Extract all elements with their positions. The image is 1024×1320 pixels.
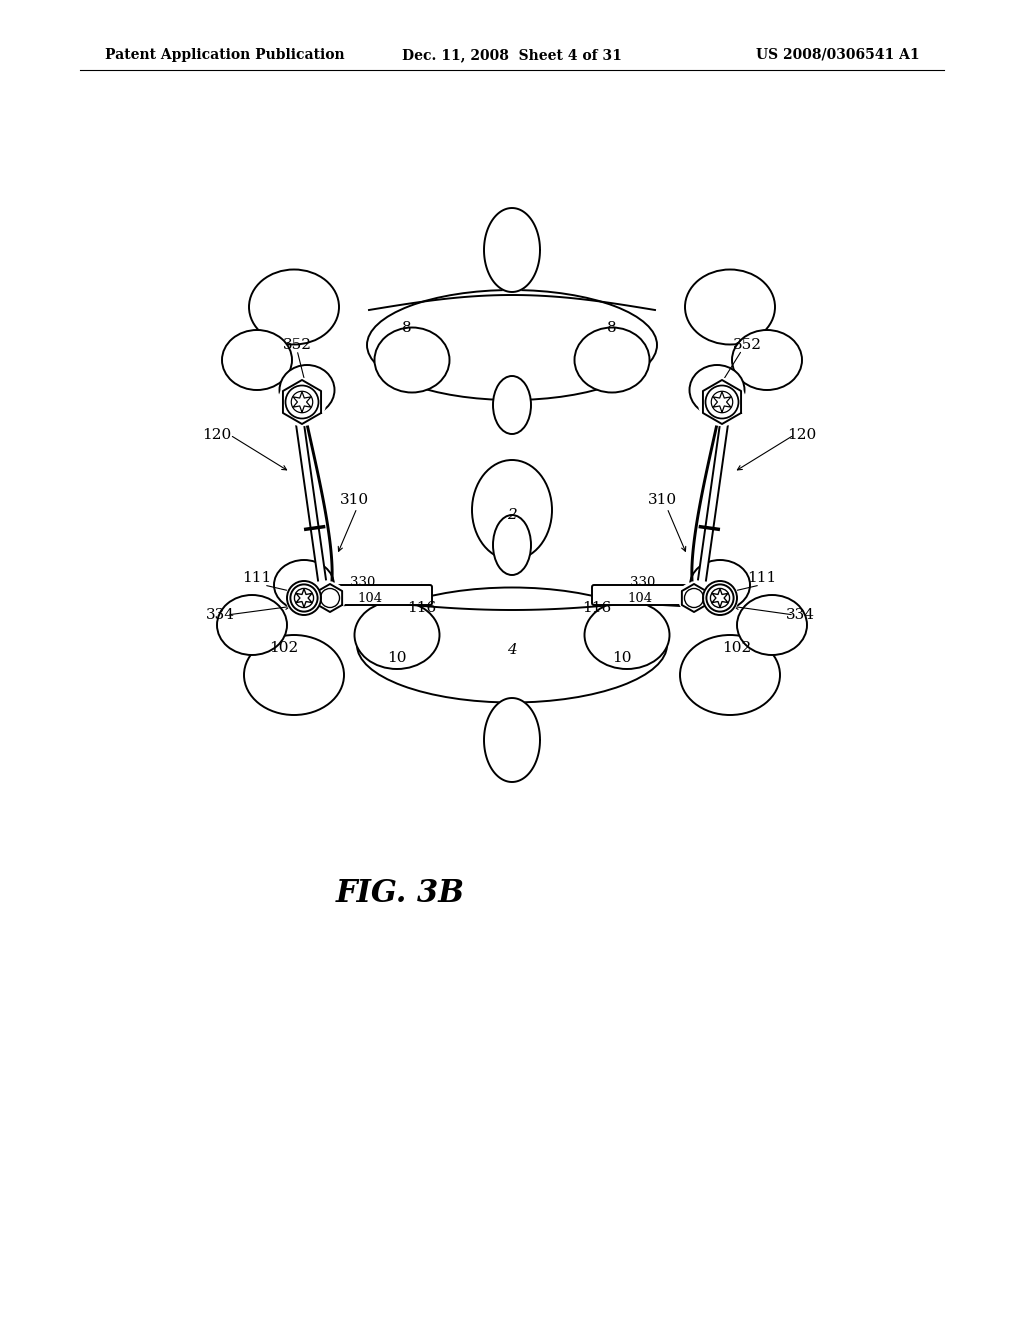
Text: 116: 116 bbox=[583, 601, 611, 615]
Text: 4: 4 bbox=[507, 643, 517, 657]
Ellipse shape bbox=[472, 459, 552, 560]
Polygon shape bbox=[702, 380, 741, 424]
Circle shape bbox=[706, 385, 738, 418]
Ellipse shape bbox=[493, 515, 531, 576]
Polygon shape bbox=[317, 583, 342, 612]
Text: 8: 8 bbox=[607, 321, 616, 335]
Ellipse shape bbox=[217, 595, 287, 655]
Text: Dec. 11, 2008  Sheet 4 of 31: Dec. 11, 2008 Sheet 4 of 31 bbox=[402, 48, 622, 62]
Text: 10: 10 bbox=[387, 651, 407, 665]
Text: 310: 310 bbox=[339, 492, 369, 507]
Ellipse shape bbox=[249, 269, 339, 345]
Text: 330: 330 bbox=[630, 576, 655, 589]
Text: 334: 334 bbox=[206, 609, 234, 622]
Text: 352: 352 bbox=[283, 338, 311, 352]
Text: 8: 8 bbox=[402, 321, 412, 335]
Ellipse shape bbox=[244, 635, 344, 715]
Circle shape bbox=[707, 585, 733, 611]
Circle shape bbox=[291, 585, 317, 611]
Ellipse shape bbox=[280, 366, 335, 414]
Text: 334: 334 bbox=[785, 609, 814, 622]
Ellipse shape bbox=[367, 290, 657, 400]
Ellipse shape bbox=[493, 376, 531, 434]
Text: 10: 10 bbox=[612, 651, 632, 665]
Circle shape bbox=[314, 582, 346, 614]
Ellipse shape bbox=[274, 560, 334, 610]
Text: 120: 120 bbox=[203, 428, 231, 442]
Ellipse shape bbox=[585, 601, 670, 669]
Text: 352: 352 bbox=[732, 338, 762, 352]
Ellipse shape bbox=[375, 327, 450, 392]
Polygon shape bbox=[682, 583, 707, 612]
Text: 104: 104 bbox=[357, 591, 382, 605]
Ellipse shape bbox=[574, 327, 649, 392]
Ellipse shape bbox=[689, 366, 744, 414]
Text: FIG. 3B: FIG. 3B bbox=[336, 878, 465, 908]
Ellipse shape bbox=[685, 269, 775, 345]
Text: 310: 310 bbox=[647, 492, 677, 507]
Circle shape bbox=[286, 579, 323, 616]
Circle shape bbox=[703, 581, 737, 615]
Circle shape bbox=[287, 581, 321, 615]
Text: Patent Application Publication: Patent Application Publication bbox=[105, 48, 345, 62]
Text: 102: 102 bbox=[269, 642, 299, 655]
Text: 116: 116 bbox=[408, 601, 436, 615]
Polygon shape bbox=[283, 380, 322, 424]
Ellipse shape bbox=[690, 560, 750, 610]
Ellipse shape bbox=[354, 601, 439, 669]
Ellipse shape bbox=[680, 635, 780, 715]
Text: 330: 330 bbox=[350, 576, 376, 589]
Text: US 2008/0306541 A1: US 2008/0306541 A1 bbox=[757, 48, 920, 62]
Polygon shape bbox=[296, 424, 326, 581]
Polygon shape bbox=[484, 698, 540, 781]
FancyBboxPatch shape bbox=[335, 585, 432, 605]
Circle shape bbox=[678, 582, 710, 614]
Circle shape bbox=[286, 385, 318, 418]
Text: 104: 104 bbox=[627, 591, 652, 605]
Ellipse shape bbox=[732, 330, 802, 389]
Circle shape bbox=[278, 378, 327, 426]
Polygon shape bbox=[698, 424, 728, 581]
Circle shape bbox=[701, 579, 738, 616]
Text: 2: 2 bbox=[507, 508, 517, 521]
Text: 120: 120 bbox=[787, 428, 816, 442]
Circle shape bbox=[697, 378, 746, 426]
FancyBboxPatch shape bbox=[592, 585, 689, 605]
Polygon shape bbox=[484, 209, 540, 292]
Text: 111: 111 bbox=[748, 572, 776, 585]
Text: 111: 111 bbox=[243, 572, 271, 585]
Ellipse shape bbox=[737, 595, 807, 655]
Text: 102: 102 bbox=[722, 642, 752, 655]
Ellipse shape bbox=[222, 330, 292, 389]
Ellipse shape bbox=[357, 587, 667, 702]
